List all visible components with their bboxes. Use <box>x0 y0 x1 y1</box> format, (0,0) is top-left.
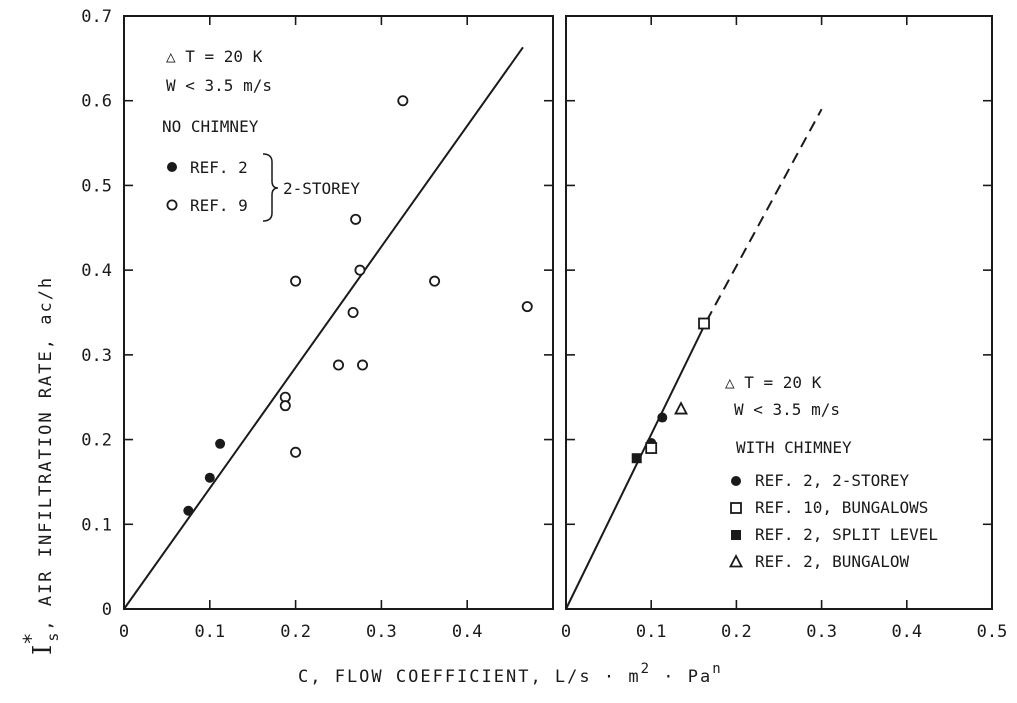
data-point <box>183 505 194 516</box>
y-tick-label: 0.3 <box>81 346 112 366</box>
legend-marker <box>731 530 741 540</box>
data-point <box>204 472 215 483</box>
x-tick-label: 0.2 <box>721 622 752 642</box>
plot-frame <box>565 15 993 610</box>
y-tick-label: 0.1 <box>81 515 112 535</box>
legend-label: REF. 2, BUNGALOW <box>755 552 909 571</box>
y-tick-label: 0.5 <box>81 176 112 196</box>
condition-chimney: WITH CHIMNEY <box>736 438 852 457</box>
left-panel: 0 0.1 0.2 0.3 0.4 0 0.1 0.2 0.3 0.4 0.5 0.6 0.7 △ T =… <box>81 7 554 642</box>
y-tick-label: 0.4 <box>81 261 112 281</box>
legend-group-label: 2-STOREY <box>283 179 360 198</box>
legend-marker <box>730 502 742 514</box>
y-tick-label: 0.7 <box>81 7 112 27</box>
y-tick-label: 0.6 <box>81 92 112 112</box>
legend-label: REF. 2, SPLIT LEVEL <box>755 525 938 544</box>
x-tick-label: 0.1 <box>636 622 667 642</box>
legend-label: REF. 9 <box>190 196 248 215</box>
data-point <box>657 412 668 423</box>
fit-line <box>123 46 524 610</box>
fit-line <box>565 320 708 610</box>
condition-delta-t: △ T = 20 K <box>725 373 822 392</box>
y-axis-title-main: I <box>28 645 58 655</box>
x-axis-title-sup2: 2 <box>641 661 651 677</box>
legend-marker <box>729 554 743 568</box>
y-axis-title-super: * <box>19 631 43 645</box>
condition-delta-t: △ T = 20 K <box>166 47 263 66</box>
extrapolation-line <box>705 108 823 322</box>
y-axis-title-sub: s <box>44 631 62 642</box>
legend-marker <box>731 476 741 486</box>
data-point <box>215 438 226 449</box>
x-tick-label: 0.1 <box>194 622 225 642</box>
data-point <box>645 442 658 454</box>
y-axis-title: I*s, AIR INFILTRATION RATE, ac/h <box>19 276 62 655</box>
x-tick-label: 0.4 <box>452 622 483 642</box>
legend-label: REF. 2 <box>190 158 248 177</box>
x-tick-label: 0.5 <box>977 622 1008 642</box>
data-point <box>357 359 369 371</box>
condition-wind: W < 3.5 m/s <box>166 76 272 95</box>
x-tick-label: 0 <box>561 622 571 642</box>
x-tick-label: 0.2 <box>280 622 311 642</box>
data-point <box>397 95 409 107</box>
right-panel: 0 0.1 0.2 0.3 0.4 0.5 △ T = 20 K W < 3.5 m/s WIT… <box>561 15 1008 642</box>
legend-brace <box>262 153 279 222</box>
y-axis-title-rest: , AIR INFILTRATION RATE, ac/h <box>36 276 56 631</box>
x-axis-title-part1: C, FLOW COEFFICIENT, L/s · m <box>298 667 641 687</box>
data-point <box>350 213 362 225</box>
x-tick-label: 0.3 <box>806 622 837 642</box>
data-point <box>332 359 344 371</box>
x-axis-title-part2: · Pa <box>651 667 712 687</box>
x-axis-title: C, FLOW COEFFICIENT, L/s · m2 · Pan <box>298 661 723 687</box>
x-tick-label: 0.4 <box>891 622 922 642</box>
data-point <box>631 453 642 464</box>
x-tick-label: 0 <box>119 622 129 642</box>
legend-label: REF. 10, BUNGALOWS <box>755 498 928 517</box>
data-point <box>290 446 302 458</box>
data-point <box>290 275 302 287</box>
legend-marker <box>166 199 178 211</box>
data-point <box>279 400 291 412</box>
legend-label: REF. 2, 2-STOREY <box>755 471 909 490</box>
y-tick-label: 0 <box>102 600 112 620</box>
data-point <box>347 306 359 318</box>
legend-marker <box>167 162 177 172</box>
condition-wind: W < 3.5 m/s <box>734 400 840 419</box>
plot-frame <box>123 15 554 610</box>
axis-titles: I*s, AIR INFILTRATION RATE, ac/h C, FLOW… <box>19 276 723 687</box>
data-point <box>698 317 710 330</box>
data-point <box>674 401 689 415</box>
data-point <box>354 264 366 276</box>
y-tick-label: 0.2 <box>81 431 112 451</box>
x-axis-title-sup-n: n <box>712 661 722 677</box>
x-tick-label: 0.3 <box>366 622 397 642</box>
data-point <box>521 301 533 313</box>
condition-chimney: NO CHIMNEY <box>162 117 259 136</box>
data-point <box>429 275 441 287</box>
